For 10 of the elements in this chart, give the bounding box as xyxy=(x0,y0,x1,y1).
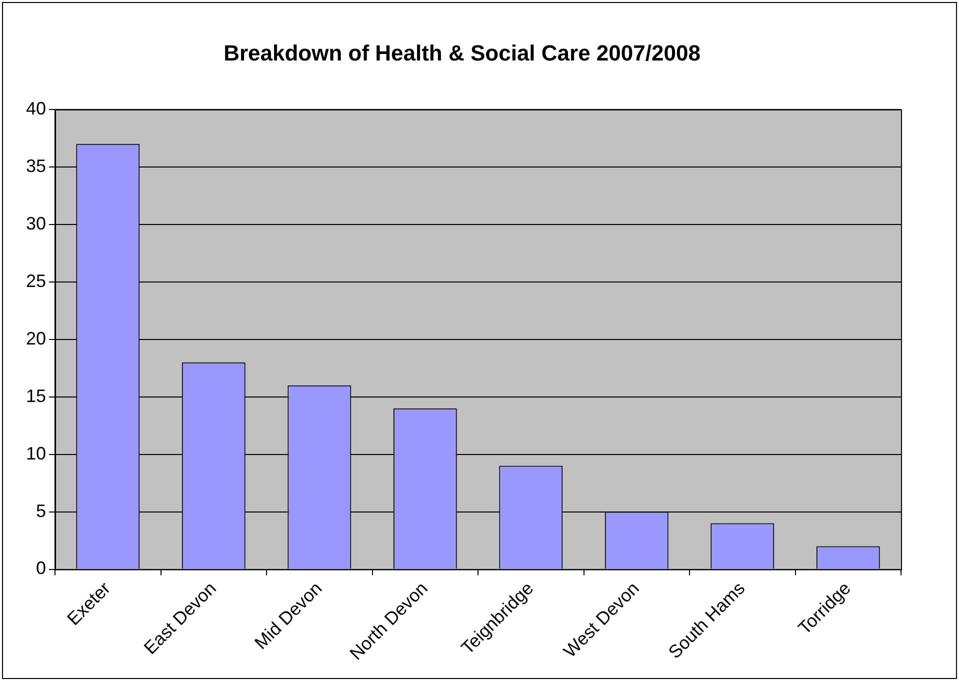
y-tick-label: 40 xyxy=(26,98,46,118)
y-tick-label: 15 xyxy=(26,386,46,406)
y-tick-label: 5 xyxy=(36,500,46,521)
y-tick-label: 10 xyxy=(26,443,46,464)
y-tick-label: 0 xyxy=(36,558,46,578)
y-tick-label: 35 xyxy=(26,156,46,176)
y-tick-label: 20 xyxy=(26,328,46,348)
chart-title: Breakdown of Health & Social Care 2007/2008 xyxy=(224,40,700,66)
y-tick-label: 30 xyxy=(26,213,46,234)
y-tick-label: 25 xyxy=(26,270,46,291)
